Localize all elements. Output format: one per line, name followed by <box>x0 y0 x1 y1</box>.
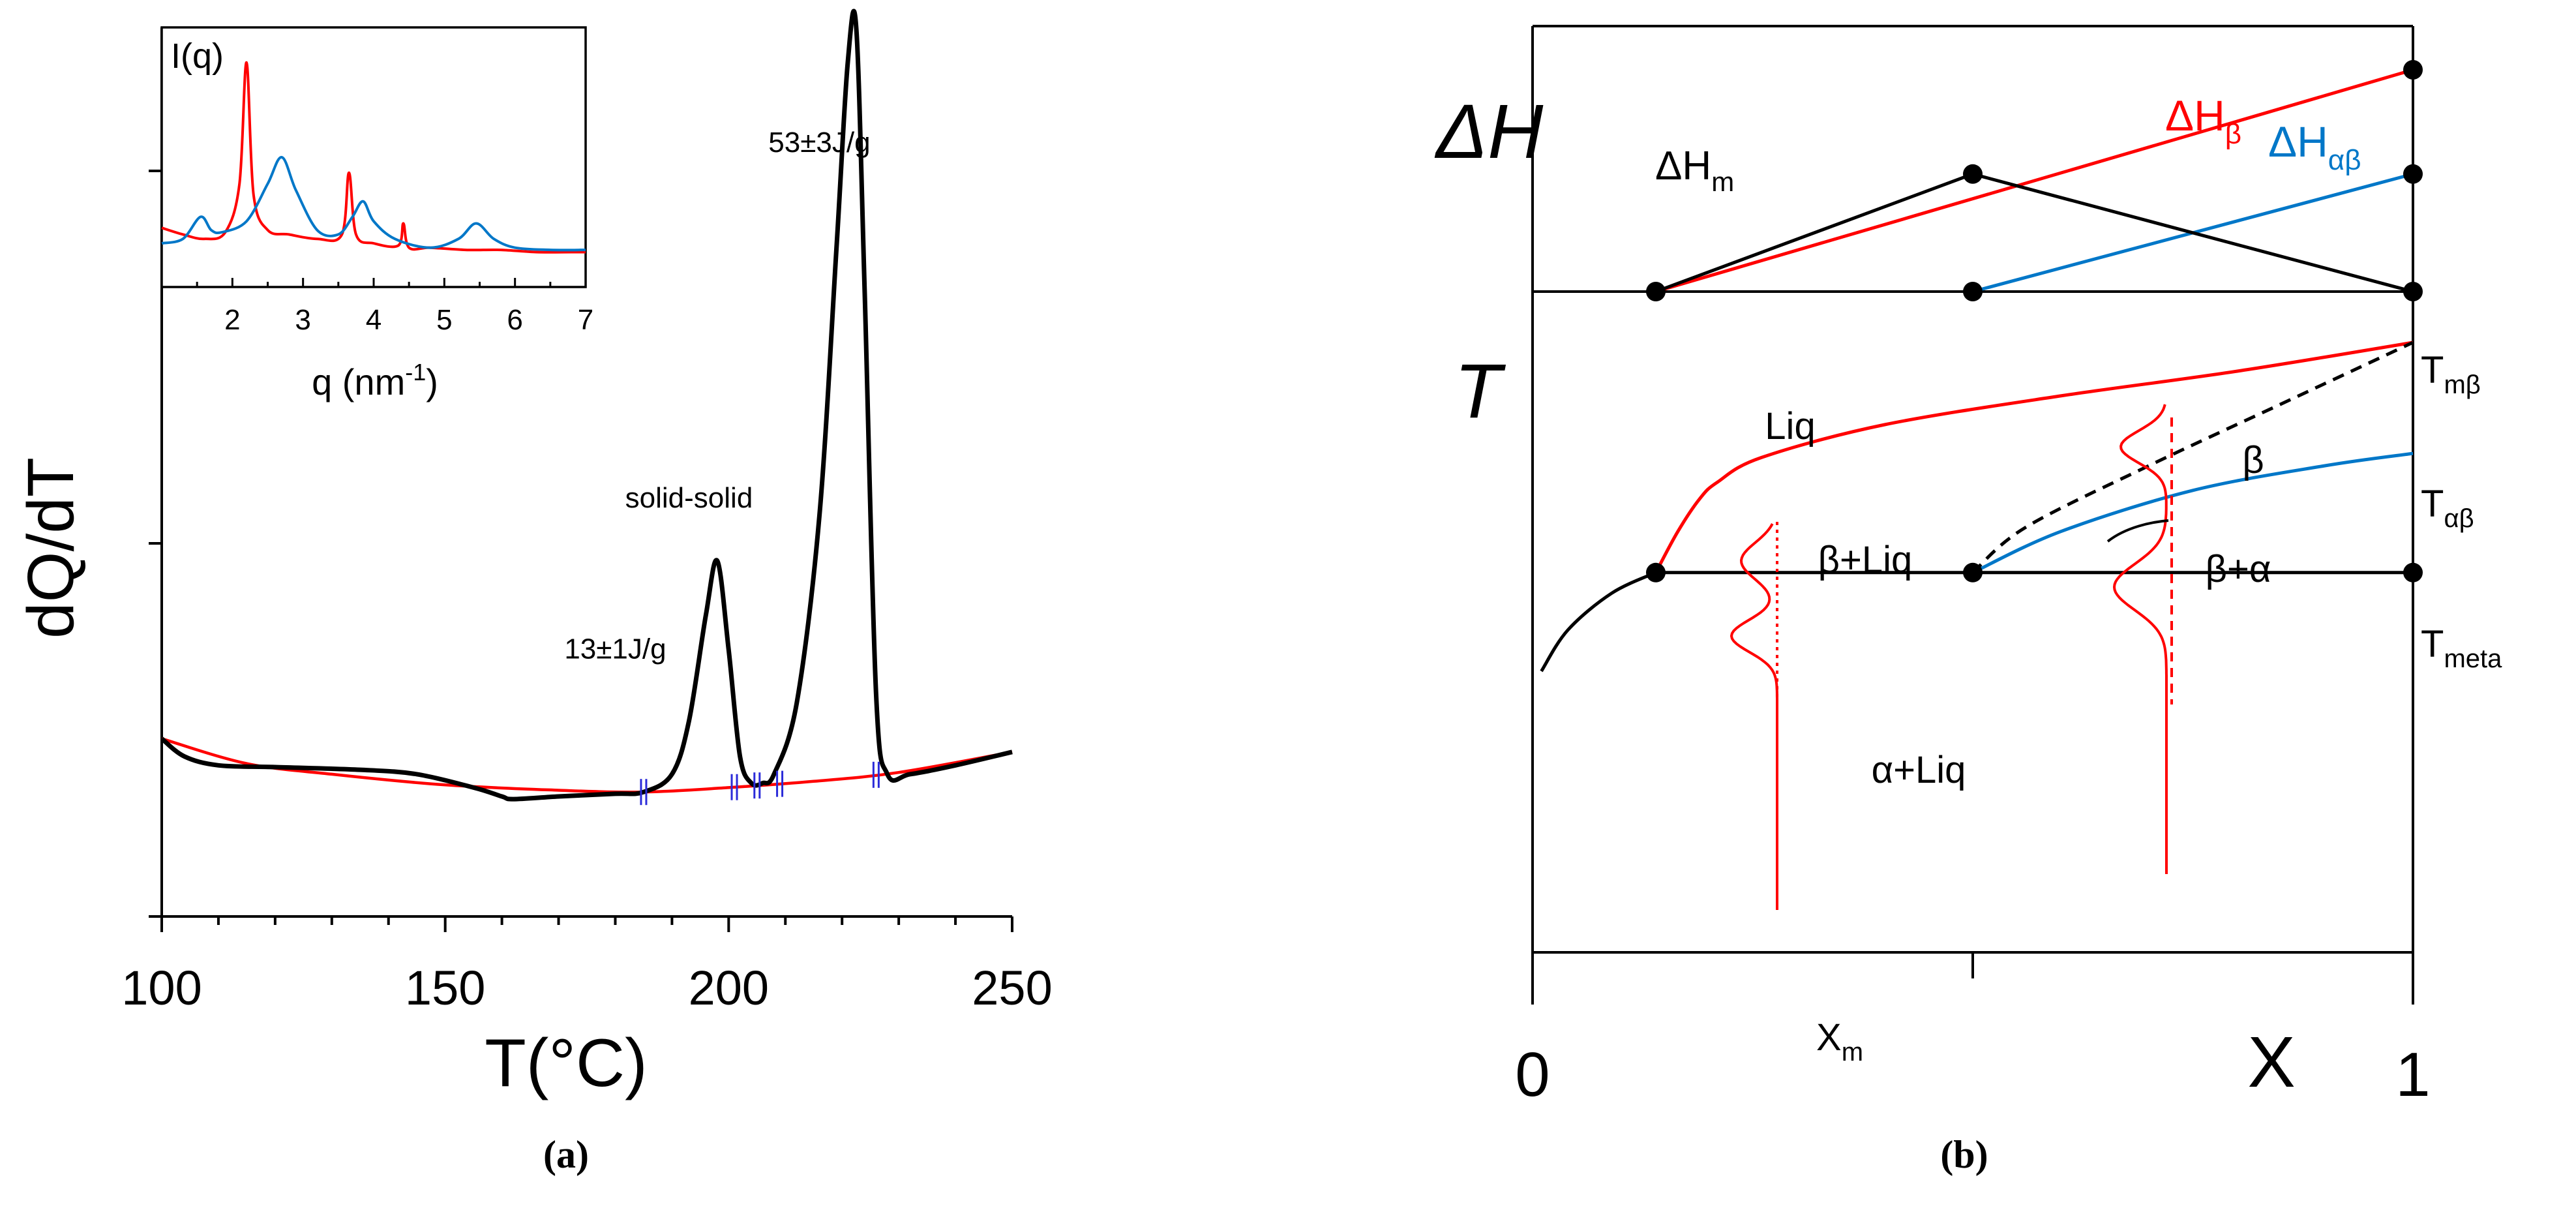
integration-limit-mark <box>730 774 738 800</box>
dsc-curve <box>160 8 1013 802</box>
delta-h-axis-label: ΔH <box>1434 89 1544 175</box>
integration-limit-mark <box>640 779 648 806</box>
inset-x-tick-label: 6 <box>507 304 522 336</box>
integration-limit-mark <box>753 772 761 799</box>
temperature-axis-label: T <box>1454 348 1506 434</box>
integration-limit-mark <box>776 770 784 797</box>
inset-x-tick-label: 7 <box>578 304 593 336</box>
dsc-series <box>160 8 1013 802</box>
enthalpy-lines <box>1655 68 2414 294</box>
enthalpy-point <box>2403 282 2423 301</box>
inset-blue-pattern <box>161 156 586 252</box>
phase-point <box>2403 562 2423 582</box>
inset-x-ticks <box>196 278 587 287</box>
phase-boundaries <box>1540 340 2414 673</box>
delta-h-alpha-beta-label: ΔHαβ <box>2268 117 2361 176</box>
composition-profiles <box>1730 404 2173 910</box>
integration-limit-mark <box>872 761 880 788</box>
profile-right <box>2112 404 2168 874</box>
dsc-x-tick-label: 200 <box>689 961 769 1015</box>
inset-x-tick-label: 4 <box>366 304 382 336</box>
t-meta-label: Tmeta <box>2421 623 2502 673</box>
enthalpy-point <box>1646 282 1666 301</box>
region-liq-label: Liq <box>1765 405 1815 447</box>
melting-enthalpy: 53±3J/g <box>768 127 870 159</box>
xm-label: Xm <box>1816 1016 1863 1066</box>
beta-boundary-dashed <box>1971 340 2414 574</box>
region-alpha-liq-label: α+Liq <box>1872 749 1966 791</box>
region-beta-liq-label: β+Liq <box>1818 539 1913 581</box>
solid-solid-enthalpy: 13±1J/g <box>564 633 666 665</box>
x-axis-label: X <box>2247 1022 2295 1102</box>
scattering-inset: 2 3 4 5 6 7 I(q) q (nm-1) <box>160 26 593 402</box>
enthalpy-point <box>2403 60 2423 80</box>
alpha-beta-boundary <box>1971 451 2414 575</box>
enthalpy-point <box>1963 164 1983 184</box>
profile-right-black-segment <box>2106 519 2169 543</box>
inset-y-axis-label: I(q) <box>171 37 224 76</box>
panel-b-phase-diagram: ΔH T ΔHβ ΔHαβ ΔHm Liq β+Liq β β+α α+Liq … <box>1434 25 2502 1176</box>
region-beta-label: β <box>2242 439 2264 481</box>
inset-x-axis-label: q (nm-1) <box>312 359 438 402</box>
region-beta-alpha-label: β+α <box>2206 548 2271 590</box>
t-m-beta-label: Tmβ <box>2421 349 2481 399</box>
inset-x-tick-label: 5 <box>436 304 452 336</box>
inset-x-tick-labels: 2 3 4 5 6 7 <box>224 304 593 336</box>
panel-b-caption: (b) <box>1940 1133 1988 1176</box>
dsc-x-tick-label: 150 <box>405 961 485 1015</box>
dsc-x-tick-labels: 100 150 200 250 <box>121 961 1052 1015</box>
dsc-x-ticks <box>160 916 1013 932</box>
enthalpy-point <box>1963 282 1983 301</box>
dsc-x-axis-label: T(°C) <box>485 1025 648 1101</box>
dsc-integration-limits <box>640 761 880 806</box>
dsc-y-axis-label: dQ/dT <box>14 457 87 639</box>
solid-solid-label: solid-solid <box>625 482 753 514</box>
t-alpha-beta-label: Tαβ <box>2421 483 2474 533</box>
inset-red-pattern <box>161 61 586 254</box>
x-tick-1-label: 1 <box>2395 1040 2430 1110</box>
inset-x-tick-label: 2 <box>224 304 240 336</box>
phase-point <box>1646 562 1666 582</box>
liquidus-curve <box>1654 340 2414 573</box>
dsc-baseline <box>161 737 1013 794</box>
enthalpy-point <box>2403 164 2423 184</box>
profile-left <box>1730 523 1778 910</box>
inset-x-tick-label: 3 <box>295 304 310 336</box>
phase-diagram-points <box>1646 60 2423 582</box>
panel-a-caption: (a) <box>543 1133 589 1176</box>
dsc-x-tick-label: 250 <box>972 961 1052 1015</box>
delta-h-beta-label: ΔHβ <box>2165 91 2241 150</box>
delta-h-beta-line <box>1655 68 2414 294</box>
inset-series <box>161 61 586 254</box>
delta-h-m-label: ΔHm <box>1655 144 1734 197</box>
phase-point <box>1963 562 1983 582</box>
x-tick-0-label: 0 <box>1515 1040 1550 1110</box>
metastable-liquidus-curve <box>1540 571 1657 673</box>
dsc-x-tick-label: 100 <box>121 961 202 1015</box>
